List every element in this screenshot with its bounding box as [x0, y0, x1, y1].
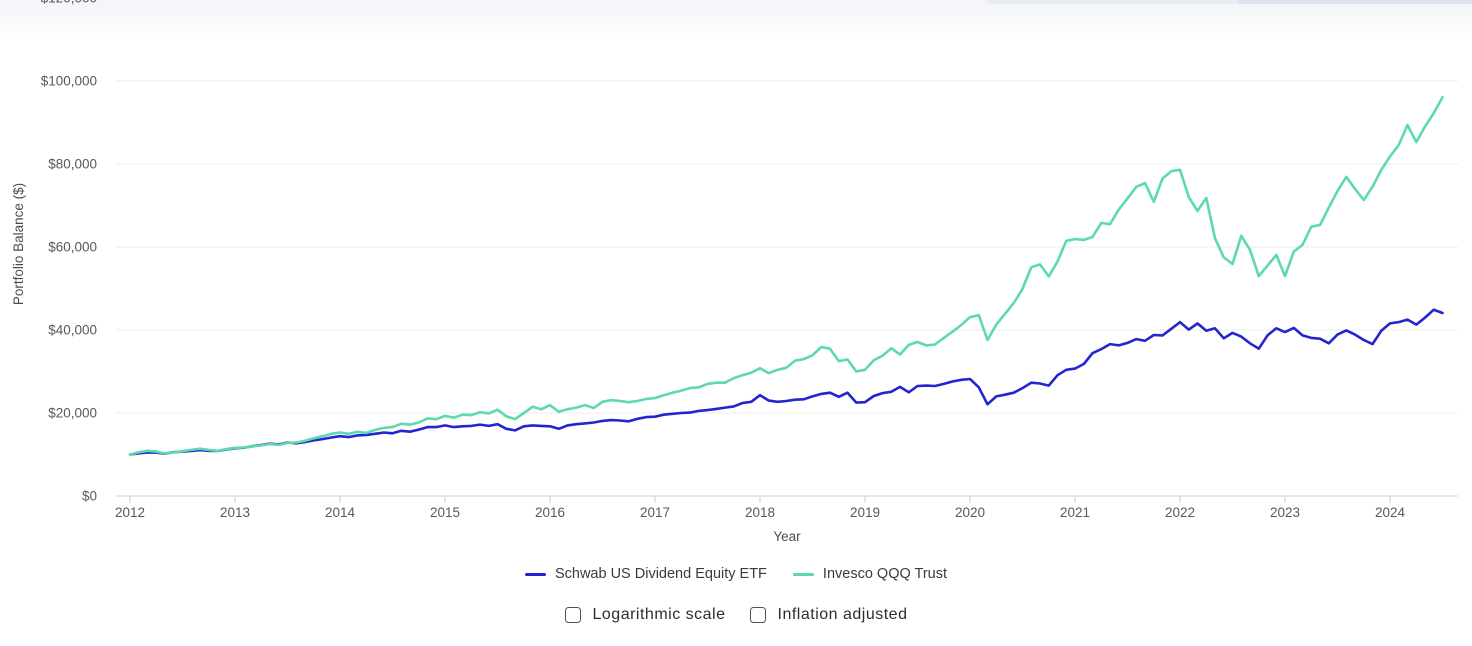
x-axis-tick-label: 2023 [1270, 505, 1300, 520]
series-line-1 [128, 95, 1444, 456]
x-axis-title: Year [773, 529, 801, 544]
x-axis-tick-label: 2017 [640, 505, 670, 520]
logarithmic-scale-option[interactable]: Logarithmic scale [564, 606, 726, 624]
y-axis-tick-label: $0 [82, 489, 97, 504]
inflation-adjusted-label: Inflation adjusted [777, 606, 908, 623]
logarithmic-scale-checkbox[interactable] [564, 607, 581, 623]
y-axis-tick-label: $60,000 [48, 240, 97, 255]
x-axis-tick-label: 2020 [955, 505, 985, 520]
x-axis-tick-label: 2021 [1060, 505, 1090, 520]
x-axis-tick-label: 2016 [535, 505, 565, 520]
top-bar-left-segment [988, 0, 1238, 4]
x-axis-tick-label: 2014 [325, 505, 356, 520]
x-axis-tick-label: 2012 [115, 505, 145, 520]
legend-swatch-qqq [792, 572, 814, 577]
y-axis-tick-label: $80,000 [48, 157, 97, 172]
x-axis-tick-label: 2019 [850, 505, 880, 520]
top-bar-right-segment [1238, 0, 1472, 4]
y-axis-tick-label: $20,000 [48, 406, 97, 421]
legend-item-qqq: Invesco QQQ Trust [792, 566, 948, 582]
logarithmic-scale-label: Logarithmic scale [592, 606, 726, 623]
x-axis-tick-label: 2013 [220, 505, 250, 520]
y-axis-tick-label: $100,000 [41, 74, 97, 89]
chart-legend: Schwab US Dividend Equity ETF Invesco QQ… [0, 566, 1472, 582]
legend-label-schwab: Schwab US Dividend Equity ETF [554, 566, 767, 582]
x-axis-tick-label: 2018 [745, 505, 775, 520]
legend-label-qqq: Invesco QQQ Trust [822, 566, 948, 582]
legend-swatch-schwab [524, 572, 546, 577]
y-axis-tick-label: $120,000 [41, 0, 97, 6]
legend-item-schwab: Schwab US Dividend Equity ETF [524, 566, 767, 582]
x-axis-tick-label: 2022 [1165, 505, 1195, 520]
y-axis-tick-label: $40,000 [48, 323, 97, 338]
inflation-adjusted-option[interactable]: Inflation adjusted [749, 606, 908, 624]
inflation-adjusted-checkbox[interactable] [749, 607, 766, 623]
chart-options: Logarithmic scale Inflation adjusted [0, 606, 1472, 624]
x-axis-tick-label: 2015 [430, 505, 460, 520]
y-axis-title: Portfolio Balance ($) [11, 183, 26, 305]
series-line-0 [128, 308, 1444, 456]
x-axis-tick-label: 2024 [1375, 505, 1406, 520]
